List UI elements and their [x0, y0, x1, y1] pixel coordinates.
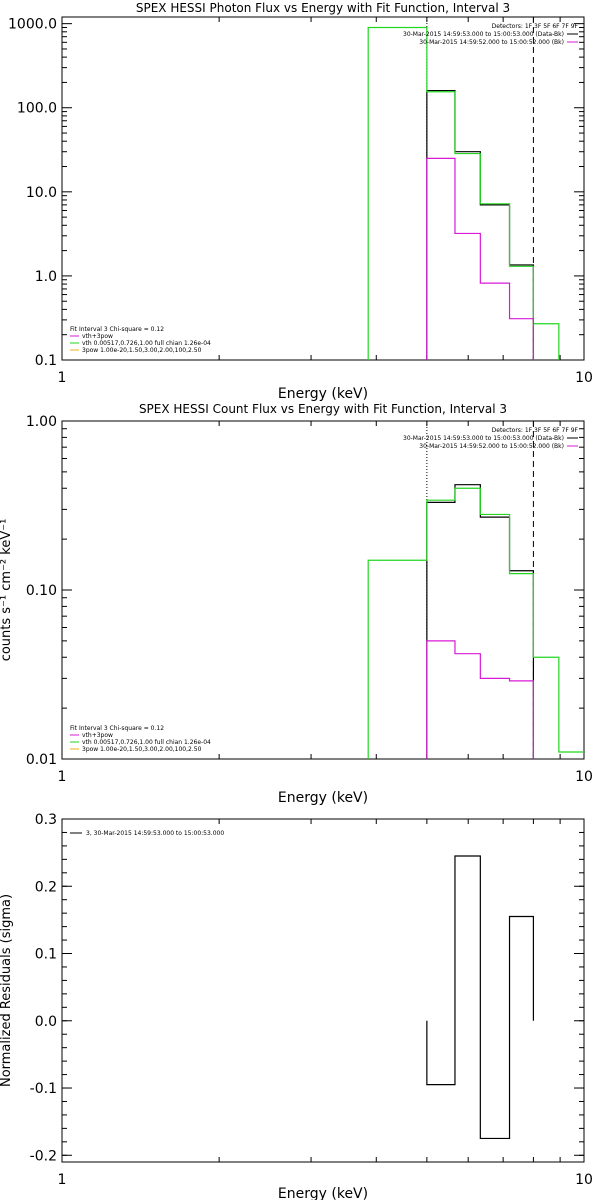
y-tick-label: 0.1 [35, 353, 57, 369]
y-tick-label: 0.01 [26, 752, 57, 768]
y-tick-label: -0.1 [30, 1081, 57, 1097]
fit-legend-item: vth 0.00517,0.726,1.00 full chian 1.26e-… [82, 739, 211, 746]
y-tick-label: 0.1 [35, 947, 57, 963]
y-axis-label: counts s⁻¹ cm⁻² keV⁻¹ [0, 519, 14, 662]
fit-legend-item: vth 0.00517,0.726,1.00 full chian 1.26e-… [82, 340, 211, 347]
detectors-legend: Detectors: 1F 3F 5F 6F 7F 9F [492, 427, 579, 434]
y-tick-label: 1.0 [35, 269, 57, 285]
detectors-legend: Detectors: 1F 3F 5F 6F 7F 9F [492, 23, 579, 30]
series-bk-histogram [426, 157, 535, 360]
time-legend-entry: 30-Mar-2015 14:59:52.000 to 15:00:52.000… [419, 39, 564, 46]
plot-frame [61, 420, 585, 760]
series-data-bk-histogram [426, 89, 535, 360]
series-data-bk-histogram [426, 484, 535, 759]
time-legend-entry: 30-Mar-2015 14:59:53.000 to 15:00:53.000… [403, 435, 564, 442]
fit-legend-item: 3pow 1.00e-20,1.50,3.00,2.00,100,2.50 [82, 347, 202, 354]
series-vth-3pow-histogram [367, 487, 584, 759]
x-tick-label: 1 [58, 769, 67, 785]
x-tick-label: 10 [575, 769, 593, 785]
series-3-30-mar-2015-14-59-53-000-to-15-00-53-000-histogram [426, 855, 535, 1140]
series-bk-histogram [426, 640, 535, 759]
fit-legend-header: Fit Interval 3 Chi-square = 0.12 [70, 725, 164, 732]
y-tick-label: 1000.0 [8, 17, 57, 33]
plot-frame [61, 818, 585, 1163]
time-legend-entry: 30-Mar-2015 14:59:52.000 to 15:00:52.000… [419, 443, 564, 450]
y-tick-label: -0.2 [30, 1148, 57, 1164]
y-tick-label: 0.2 [35, 879, 57, 895]
x-axis-label: Energy (keV) [278, 386, 368, 402]
fit-legend-item: 3pow 1.00e-20,1.50,3.00,2.00,100,2.50 [82, 746, 202, 753]
y-tick-label: 10.0 [26, 185, 57, 201]
y-axis-label: Normalized Residuals (sigma) [0, 894, 14, 1087]
x-axis-label: Energy (keV) [278, 1186, 368, 1200]
x-tick-label: 1 [58, 370, 67, 386]
y-tick-label: 100.0 [17, 101, 57, 117]
fit-legend-item: vth+3pow [82, 732, 113, 739]
y-tick-label: 0.3 [35, 812, 57, 828]
x-tick-label: 10 [575, 1172, 593, 1188]
y-tick-label: 0.10 [26, 583, 57, 599]
fit-legend-item: vth+3pow [82, 333, 113, 340]
time-legend-entry: 30-Mar-2015 14:59:53.000 to 15:00:53.000… [403, 31, 564, 38]
chart-title: SPEX HESSI Photon Flux vs Energy with Fi… [136, 1, 510, 15]
y-tick-label: 0.0 [35, 1014, 57, 1030]
chart-title: SPEX HESSI Count Flux vs Energy with Fit… [139, 402, 507, 416]
plot-frame [61, 16, 585, 361]
x-tick-label: 10 [575, 370, 593, 386]
x-tick-label: 1 [58, 1172, 67, 1188]
fit-legend-header: Fit Interval 3 Chi-square = 0.12 [70, 326, 164, 333]
x-axis-label: Energy (keV) [278, 790, 368, 806]
residual-legend: 3, 30-Mar-2015 14:59:53.000 to 15:00:53.… [86, 830, 224, 837]
series-vth-3pow-histogram [367, 26, 560, 360]
y-tick-label: 1.00 [26, 414, 57, 430]
